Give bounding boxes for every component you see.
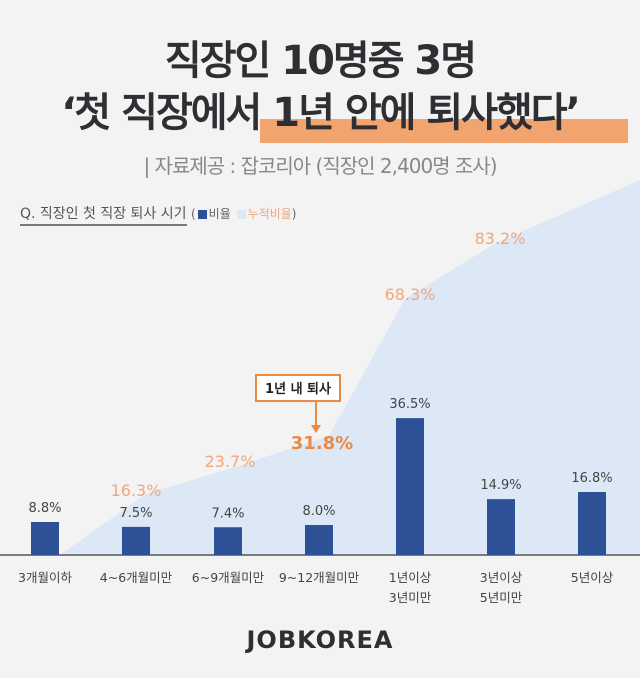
legend: ( 비율 누적비율) [191, 207, 296, 221]
cumulative-value-label: 83.2% [475, 229, 526, 248]
annotation-box [255, 374, 341, 402]
title-highlight [260, 119, 628, 143]
category-label: 1년이상 [389, 570, 432, 585]
bar-value-label: 8.8% [28, 501, 61, 516]
category-label: 9~12개월미만 [279, 570, 360, 585]
legend-bar-swatch [197, 210, 207, 219]
annotation-text: 1년 내 퇴사 [265, 381, 331, 397]
category-label: 3개월이하 [18, 570, 72, 585]
source-note: | 자료제공 : 잡코리아 (직장인 2,400명 조사) [143, 154, 497, 178]
chart-title-row: Q. 직장인 첫 직장 퇴사 시기 ( 비율 누적비율) [20, 203, 296, 226]
bar-value-label: 14.9% [480, 478, 521, 493]
cumulative-value-label: 23.7% [205, 452, 256, 471]
legend-area-label: 누적비율 [247, 207, 292, 221]
category-label: 5년이상 [571, 570, 614, 585]
bar [122, 526, 150, 555]
category-label: 4~6개월미만 [100, 570, 173, 585]
bar [214, 527, 242, 555]
category-label: 3년이상 [480, 570, 523, 585]
annotation-arrow-head-icon [311, 425, 321, 433]
bar [487, 499, 515, 555]
category-label: 6~9개월미만 [192, 570, 265, 585]
cumulative-value-label: 68.3% [385, 285, 436, 304]
title-line-2: ‘첫 직장에서 1년 안에 퇴사했다’ [61, 90, 581, 136]
title-line-1: 직장인 10명중 3명 [164, 38, 477, 84]
cumulative-area [60, 180, 640, 555]
legend-open: ( [190, 207, 196, 221]
bar [305, 525, 333, 555]
bar-value-label: 8.0% [302, 504, 335, 519]
legend-area-swatch [236, 210, 246, 219]
bar [578, 492, 606, 555]
jobkorea-logo: JOBKOREA [246, 626, 394, 654]
legend-close: ) [291, 207, 297, 221]
cumulative-value-label: 16.3% [111, 481, 162, 500]
bar [396, 418, 424, 555]
bar-value-label: 36.5% [389, 397, 430, 412]
bar-value-label: 7.5% [119, 506, 152, 521]
bar-value-label: 7.4% [211, 506, 244, 521]
bar-value-label: 16.8% [571, 471, 612, 486]
chart-title: Q. 직장인 첫 직장 퇴사 시기 [20, 206, 187, 226]
cumulative-value-label: 31.8% [291, 433, 353, 454]
category-label: 5년미만 [480, 590, 523, 605]
category-label: 3년미만 [389, 590, 432, 605]
bar [31, 522, 59, 555]
legend-bar-label: 비율 [208, 207, 231, 221]
